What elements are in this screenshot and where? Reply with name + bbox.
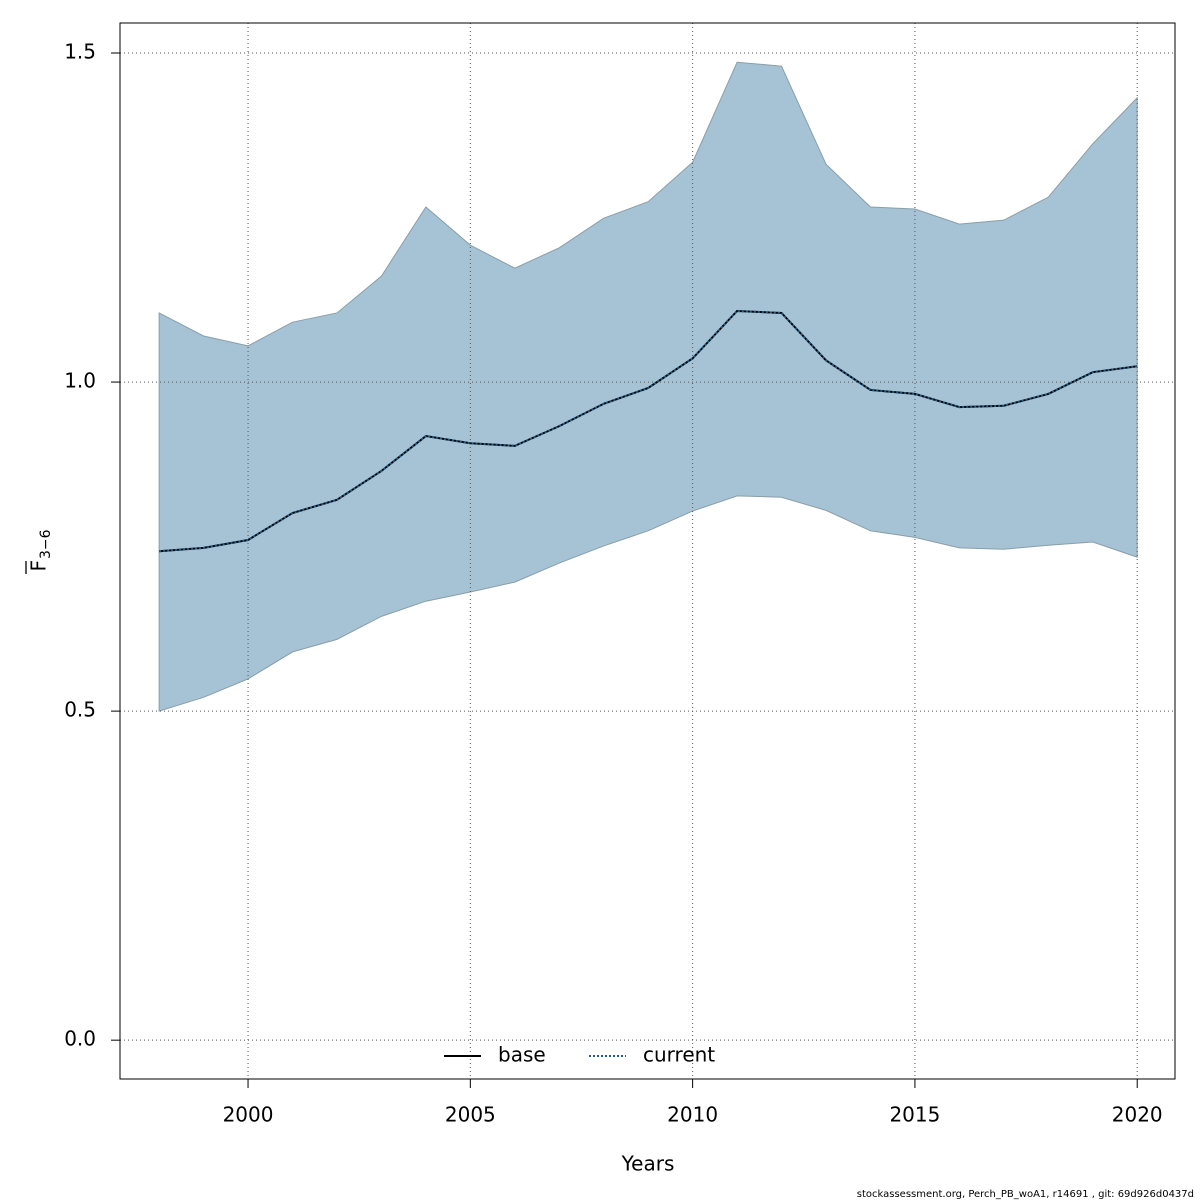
x-tick-label: 2000 [223,1103,274,1127]
y-tick-label: 0.5 [64,698,96,722]
confidence-band [158,61,1138,712]
y-tick-label: 1.0 [64,369,96,393]
y-axis-label-group: F 3−6 [25,529,54,574]
legend-label: current [643,1043,715,1067]
x-tick-label: 2005 [445,1103,496,1127]
x-tick-label: 2010 [667,1103,718,1127]
x-tick-label: 2020 [1112,1103,1163,1127]
x-tick-label: 2015 [889,1103,940,1127]
y-axis-label-sub: 3−6 [38,529,54,559]
series-line [159,309,1138,553]
legend-label: base [498,1043,546,1067]
plot-frame [119,22,1176,1080]
y-tick-label: 1.5 [64,40,96,64]
y-tick-label: 0.0 [64,1027,96,1051]
footnote: stockassessment.org, Perch_PB_woA1, r146… [857,1189,1194,1200]
y-axis-label: F [27,560,51,572]
x-axis-label: Years [621,1152,675,1176]
